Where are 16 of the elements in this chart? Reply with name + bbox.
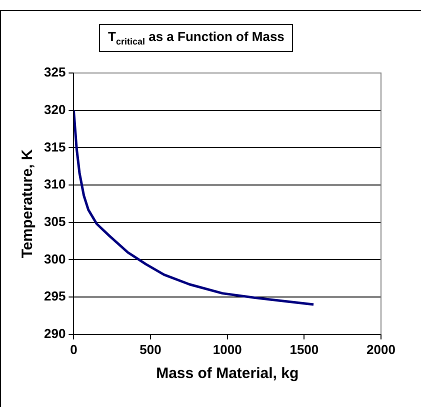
x-tick-label: 2000 <box>366 342 396 357</box>
x-tick-label: 1500 <box>290 342 319 357</box>
y-tick-label: 305 <box>44 214 66 229</box>
y-tick-label: 325 <box>44 64 66 80</box>
y-tick-label: 315 <box>44 139 66 154</box>
x-axis-title: Mass of Material, kg <box>156 365 299 382</box>
y-tick-label: 290 <box>44 326 66 341</box>
x-tick-label: 500 <box>140 342 162 357</box>
x-tick-label: 1000 <box>212 342 242 357</box>
x-tick-label: 0 <box>70 342 78 357</box>
chart-title: T$_{critical}$ as a Function of Mass <box>99 24 294 52</box>
y-tick-label: 320 <box>44 102 66 117</box>
y-tick-label: 295 <box>44 288 66 304</box>
y-axis-title: Temperature, K <box>19 149 36 258</box>
y-tick-label: 310 <box>44 176 66 192</box>
y-tick-label: 300 <box>44 251 66 266</box>
